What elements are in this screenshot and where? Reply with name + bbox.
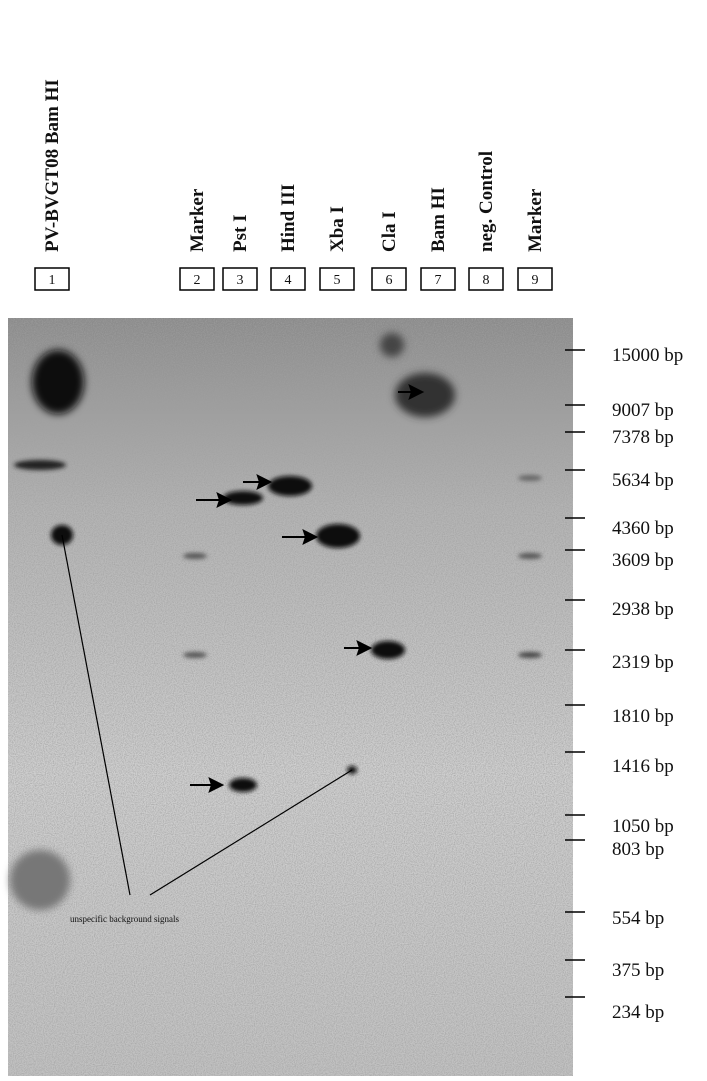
marker-label: 3609 bp: [612, 550, 674, 571]
lane-number: 1: [49, 273, 56, 288]
marker-label: 234 bp: [612, 1002, 664, 1023]
lane-box: [468, 267, 504, 291]
marker-label: 1810 bp: [612, 706, 674, 727]
lane-number: 6: [386, 273, 393, 288]
marker-label: 7378 bp: [612, 427, 674, 448]
marker-label: 15000 bp: [612, 345, 683, 366]
lane-label: Marker: [187, 188, 208, 252]
lane-box: [179, 267, 215, 291]
blot: [8, 318, 573, 1076]
lane-box: [270, 267, 306, 291]
marker-label: 2938 bp: [612, 599, 674, 620]
lane-label: PV-BVGT08 Bam HI: [42, 79, 63, 252]
arrows: [190, 384, 425, 793]
marker-label: 1416 bp: [612, 756, 674, 777]
lane-number: 7: [435, 273, 442, 288]
lane-box: [371, 267, 407, 291]
lane-number: 8: [483, 273, 490, 288]
lane-box: [222, 267, 258, 291]
lane-label: Marker: [525, 188, 546, 252]
marker-label: 4360 bp: [612, 518, 674, 539]
lane-box: [517, 267, 553, 291]
lane-label: Pst I: [230, 215, 251, 252]
marker-label: 554 bp: [612, 908, 664, 929]
lane-label: neg. Control: [476, 151, 497, 252]
lane-label: Bam HI: [428, 187, 449, 252]
marker-label: 5634 bp: [612, 470, 674, 491]
lane-number: 4: [285, 273, 292, 288]
annotation: unspecific background signals: [70, 914, 179, 924]
marker-label: 375 bp: [612, 960, 664, 981]
lane-box: [420, 267, 456, 291]
marker-label: 2319 bp: [612, 652, 674, 673]
lane-number: 9: [532, 273, 539, 288]
marker-label: 803 bp: [612, 839, 664, 860]
lane-number: 5: [334, 273, 341, 288]
lane-number: 2: [194, 273, 201, 288]
marker-label: 9007 bp: [612, 400, 674, 421]
lane-box: [319, 267, 355, 291]
lane-label: Cla I: [379, 211, 400, 252]
lane-label: Xba I: [327, 206, 348, 252]
lane-box: [34, 267, 70, 291]
marker-label: 1050 bp: [612, 816, 674, 837]
annotation-lines: [61, 534, 353, 896]
lane-label: Hind III: [278, 184, 299, 252]
lane-number: 3: [237, 273, 244, 288]
